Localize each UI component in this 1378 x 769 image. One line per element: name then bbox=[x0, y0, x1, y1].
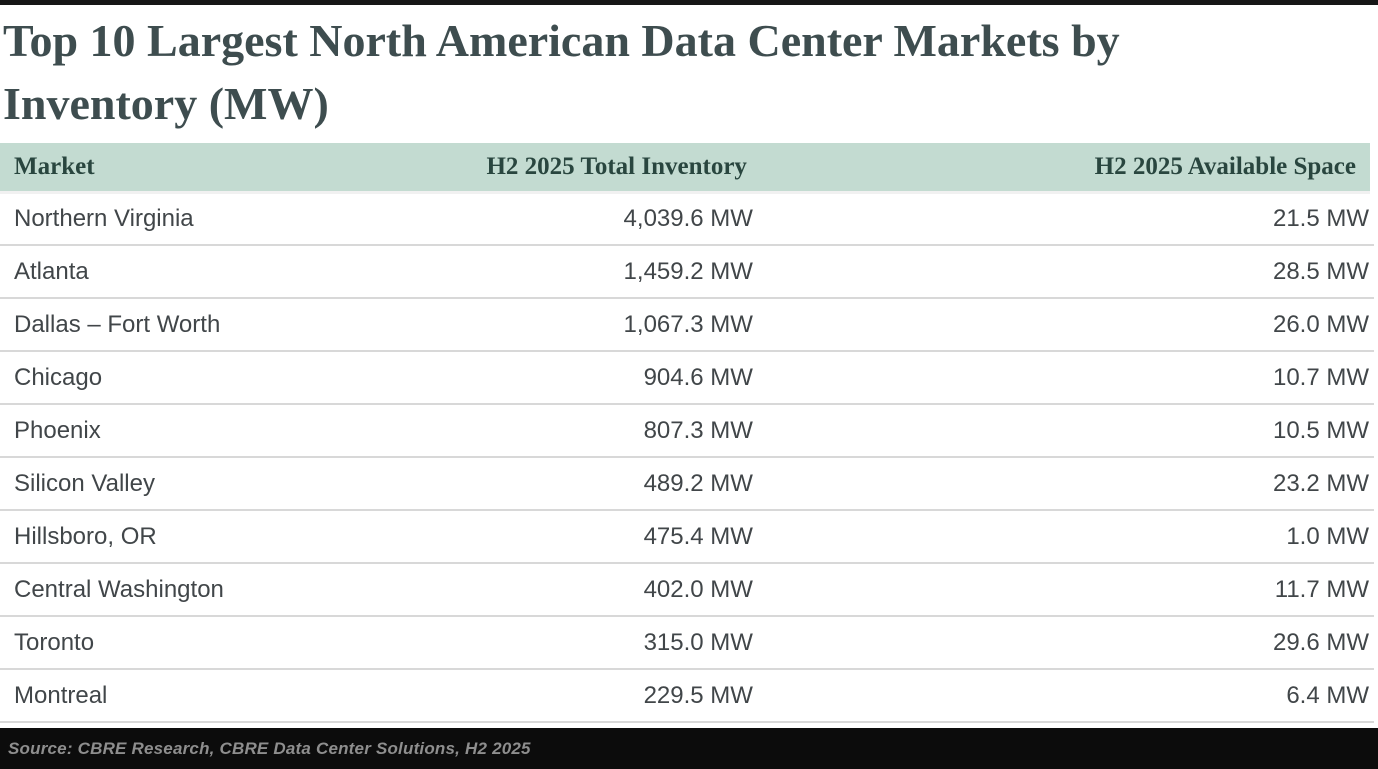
table-row: Silicon Valley 489.2 MW 23.2 MW bbox=[0, 457, 1374, 512]
inventory-cell: 904.6 MW bbox=[412, 351, 753, 406]
available-cell: 29.6 MW bbox=[752, 616, 1374, 671]
inventory-cell: 1,459.2 MW bbox=[412, 245, 753, 300]
table-row: Chicago 904.6 MW 10.7 MW bbox=[0, 351, 1374, 406]
market-cell: Dallas – Fort Worth bbox=[0, 298, 413, 353]
page-title: Top 10 Largest North American Data Cente… bbox=[3, 15, 1120, 129]
available-cell: 23.2 MW bbox=[752, 457, 1374, 512]
table-row: Atlanta 1,459.2 MW 28.5 MW bbox=[0, 245, 1374, 300]
market-cell: Chicago bbox=[0, 351, 413, 406]
market-cell: Toronto bbox=[0, 616, 413, 671]
inventory-cell: 807.3 MW bbox=[412, 404, 753, 459]
market-cell: Northern Virginia bbox=[0, 192, 413, 247]
table-row: Phoenix 807.3 MW 10.5 MW bbox=[0, 404, 1374, 459]
available-cell: 6.4 MW bbox=[752, 669, 1374, 724]
data-center-markets-table: Market H2 2025 Total Inventory H2 2025 A… bbox=[0, 143, 1378, 724]
table-body: Northern Virginia 4,039.6 MW 21.5 MW Atl… bbox=[0, 192, 1374, 724]
table-row: Toronto 315.0 MW 29.6 MW bbox=[0, 616, 1374, 671]
table-row: Dallas – Fort Worth 1,067.3 MW 26.0 MW bbox=[0, 298, 1374, 353]
available-cell: 10.5 MW bbox=[752, 404, 1374, 459]
table-row: Hillsboro, OR 475.4 MW 1.0 MW bbox=[0, 510, 1374, 565]
market-cell: Hillsboro, OR bbox=[0, 510, 413, 565]
market-cell: Central Washington bbox=[0, 563, 413, 618]
inventory-cell: 475.4 MW bbox=[412, 510, 753, 565]
available-cell: 10.7 MW bbox=[752, 351, 1374, 406]
column-header-market: Market bbox=[0, 143, 413, 194]
available-cell: 26.0 MW bbox=[752, 298, 1374, 353]
title-block: Top 10 Largest North American Data Cente… bbox=[0, 5, 1320, 143]
available-cell: 28.5 MW bbox=[752, 245, 1374, 300]
column-header-available-space: H2 2025 Available Space bbox=[752, 143, 1378, 194]
inventory-cell: 402.0 MW bbox=[412, 563, 753, 618]
table-row: Northern Virginia 4,039.6 MW 21.5 MW bbox=[0, 192, 1374, 247]
available-cell: 21.5 MW bbox=[752, 192, 1374, 247]
table-header-row: Market H2 2025 Total Inventory H2 2025 A… bbox=[0, 143, 1378, 194]
inventory-cell: 489.2 MW bbox=[412, 457, 753, 512]
table-row: Montreal 229.5 MW 6.4 MW bbox=[0, 669, 1374, 724]
market-cell: Silicon Valley bbox=[0, 457, 413, 512]
available-cell: 11.7 MW bbox=[752, 563, 1374, 618]
market-cell: Phoenix bbox=[0, 404, 413, 459]
table-row: Central Washington 402.0 MW 11.7 MW bbox=[0, 563, 1374, 618]
market-cell: Atlanta bbox=[0, 245, 413, 300]
column-header-total-inventory: H2 2025 Total Inventory bbox=[412, 143, 753, 194]
source-footer-bar: Source: CBRE Research, CBRE Data Center … bbox=[0, 728, 1378, 769]
inventory-cell: 4,039.6 MW bbox=[412, 192, 753, 247]
source-note: Source: CBRE Research, CBRE Data Center … bbox=[8, 738, 531, 758]
inventory-cell: 1,067.3 MW bbox=[412, 298, 753, 353]
inventory-cell: 229.5 MW bbox=[412, 669, 753, 724]
market-cell: Montreal bbox=[0, 669, 413, 724]
available-cell: 1.0 MW bbox=[752, 510, 1374, 565]
inventory-cell: 315.0 MW bbox=[412, 616, 753, 671]
top-accent-bar bbox=[0, 0, 1378, 5]
